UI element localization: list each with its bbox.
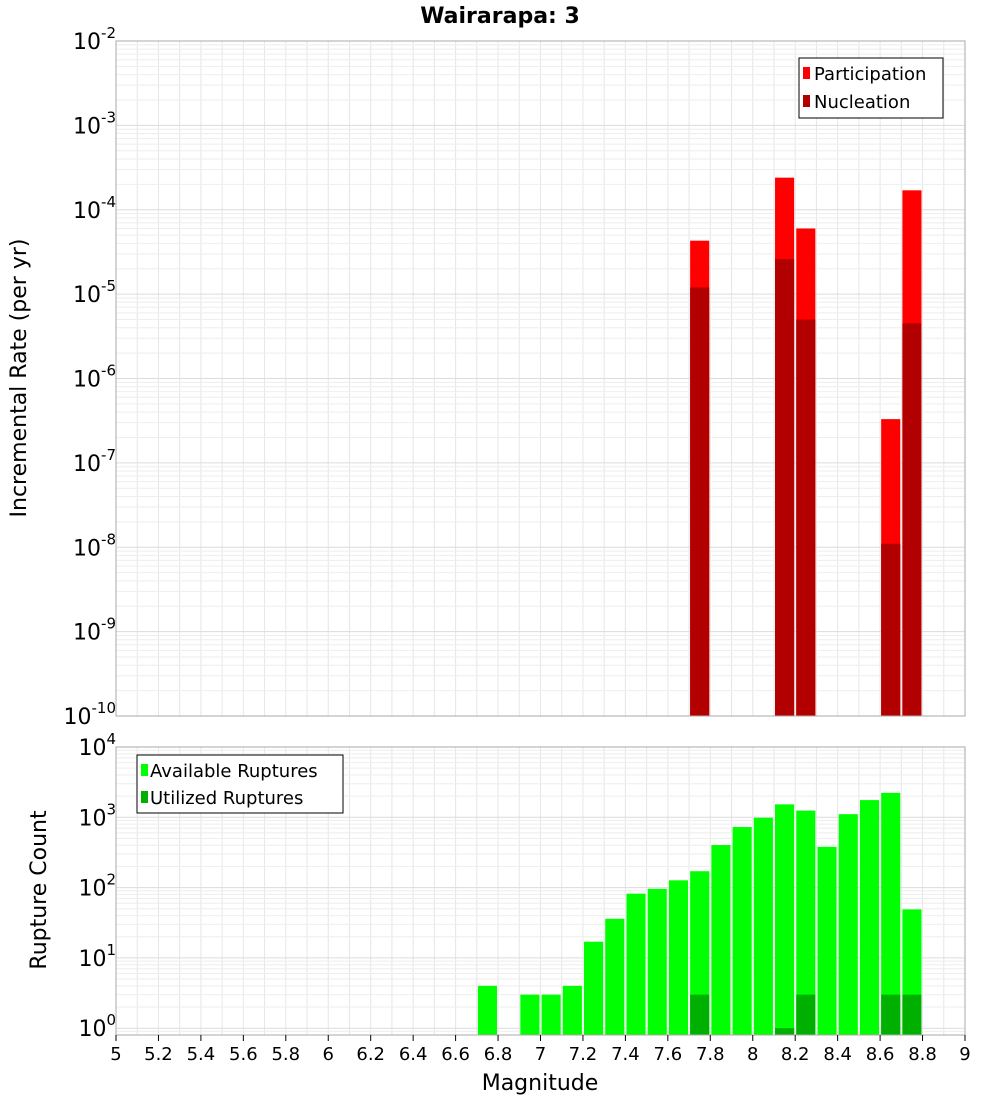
x-tick-label: 5.6 (229, 1044, 258, 1065)
top-plot-frame (115, 40, 966, 717)
x-tick-label: 7.8 (696, 1044, 725, 1065)
count-bar-b (775, 1028, 795, 1035)
x-tick-label: 5.2 (144, 1044, 173, 1065)
y-tick-label: 10-5 (73, 277, 116, 308)
count-bar-a (838, 814, 858, 1035)
count-bar-b (796, 994, 816, 1035)
x-tick-label: 8 (747, 1044, 758, 1065)
x-tick-label: 8.6 (866, 1044, 895, 1065)
legend-label-nucleation: Nucleation (814, 92, 910, 113)
bottom-y-axis-label: Rupture Count (27, 810, 52, 970)
count-bar-a (881, 792, 901, 1035)
x-tick-label: 6.8 (484, 1044, 513, 1065)
x-tick-label: 8.2 (781, 1044, 810, 1065)
bottom-bars (477, 792, 922, 1035)
x-tick-label: 7 (535, 1044, 546, 1065)
count-bar-a (711, 845, 731, 1035)
y-tick-label: 10-6 (73, 362, 116, 393)
legend-label-participation: Participation (814, 64, 926, 85)
rate-bar-b (796, 319, 816, 716)
count-bar-a (775, 804, 795, 1035)
rate-bar-b (775, 259, 795, 716)
x-tick-label: 7.2 (569, 1044, 598, 1065)
count-bar-a (817, 846, 837, 1035)
count-bar-a (562, 985, 582, 1035)
x-tick-label: 5 (110, 1044, 121, 1065)
count-bar-a (668, 880, 689, 1035)
x-tick-label: 7.4 (611, 1044, 640, 1065)
bottom-legend: Available Ruptures Utilized Ruptures (136, 754, 344, 814)
y-tick-label: 10-2 (73, 24, 116, 55)
top-legend-box (798, 57, 944, 119)
legend-swatch-available (141, 764, 148, 776)
bottom-y-ticks: 100 101 102 103 104 (78, 730, 116, 1042)
y-tick-label: 10-10 (64, 699, 117, 730)
count-bar-a (753, 817, 773, 1035)
count-bar-a (859, 800, 880, 1035)
x-tick-label: 9 (959, 1044, 970, 1065)
y-tick-label: 100 (78, 1011, 116, 1042)
top-legend: Participation Nucleation (798, 57, 944, 119)
y-tick-label: 103 (78, 800, 116, 831)
count-bar-a (520, 994, 540, 1035)
x-axis-label: Magnitude (482, 1071, 599, 1096)
count-bar-a (477, 985, 497, 1035)
top-bars (690, 177, 922, 717)
chart-title: Wairarapa: 3 (420, 4, 580, 29)
bottom-legend-box (136, 754, 344, 814)
count-bar-a (541, 994, 561, 1035)
y-tick-label: 102 (78, 871, 116, 902)
top-grid (115, 40, 966, 717)
legend-label-utilized: Utilized Ruptures (150, 788, 303, 809)
x-tick-label: 5.8 (271, 1044, 300, 1065)
count-bar-a (626, 893, 646, 1035)
x-tick-label: 8.8 (908, 1044, 937, 1065)
top-y-ticks: 10-10 10-9 10-8 10-7 10-6 10-5 10-4 10-3 10-2 (64, 24, 117, 730)
y-tick-label: 10-7 (73, 446, 116, 477)
legend-label-available: Available Ruptures (150, 761, 318, 782)
legend-swatch-nucleation (803, 95, 810, 107)
top-y-axis-label: Incremental Rate (per yr) (7, 239, 32, 518)
x-tick-label: 5.4 (187, 1044, 216, 1065)
y-tick-label: 10-4 (73, 193, 116, 224)
count-bar-a (732, 827, 752, 1035)
count-bar-a (605, 918, 625, 1035)
legend-swatch-utilized (141, 791, 148, 803)
count-bar-b (881, 994, 901, 1035)
x-tick-label: 7.6 (654, 1044, 683, 1065)
x-tick-label: 8.4 (823, 1044, 852, 1065)
x-tick-label: 6 (323, 1044, 334, 1065)
legend-swatch-participation (803, 67, 810, 79)
count-bar-a (796, 810, 816, 1035)
x-ticks: 5 5.2 5.4 5.6 5.8 6 6.2 6.4 6.6 6.8 7 7.2 7.4 7.6 7.8 8… (110, 1035, 971, 1065)
x-tick-label: 6.4 (399, 1044, 428, 1065)
y-tick-label: 101 (78, 941, 116, 972)
rate-bar-b (881, 543, 901, 716)
count-bar-b (690, 994, 710, 1035)
y-tick-label: 10-3 (73, 108, 116, 139)
count-bar-b (902, 994, 922, 1035)
count-bar-a (690, 871, 710, 1035)
rate-bar-b (902, 323, 922, 716)
count-bar-a (647, 888, 667, 1035)
x-tick-label: 6.2 (356, 1044, 385, 1065)
y-tick-label: 10-8 (73, 530, 116, 561)
y-tick-label: 104 (78, 730, 116, 761)
rate-bar-b (690, 287, 710, 716)
x-tick-label: 6.6 (441, 1044, 470, 1065)
count-bar-a (584, 941, 604, 1035)
y-tick-label: 10-9 (73, 615, 116, 646)
